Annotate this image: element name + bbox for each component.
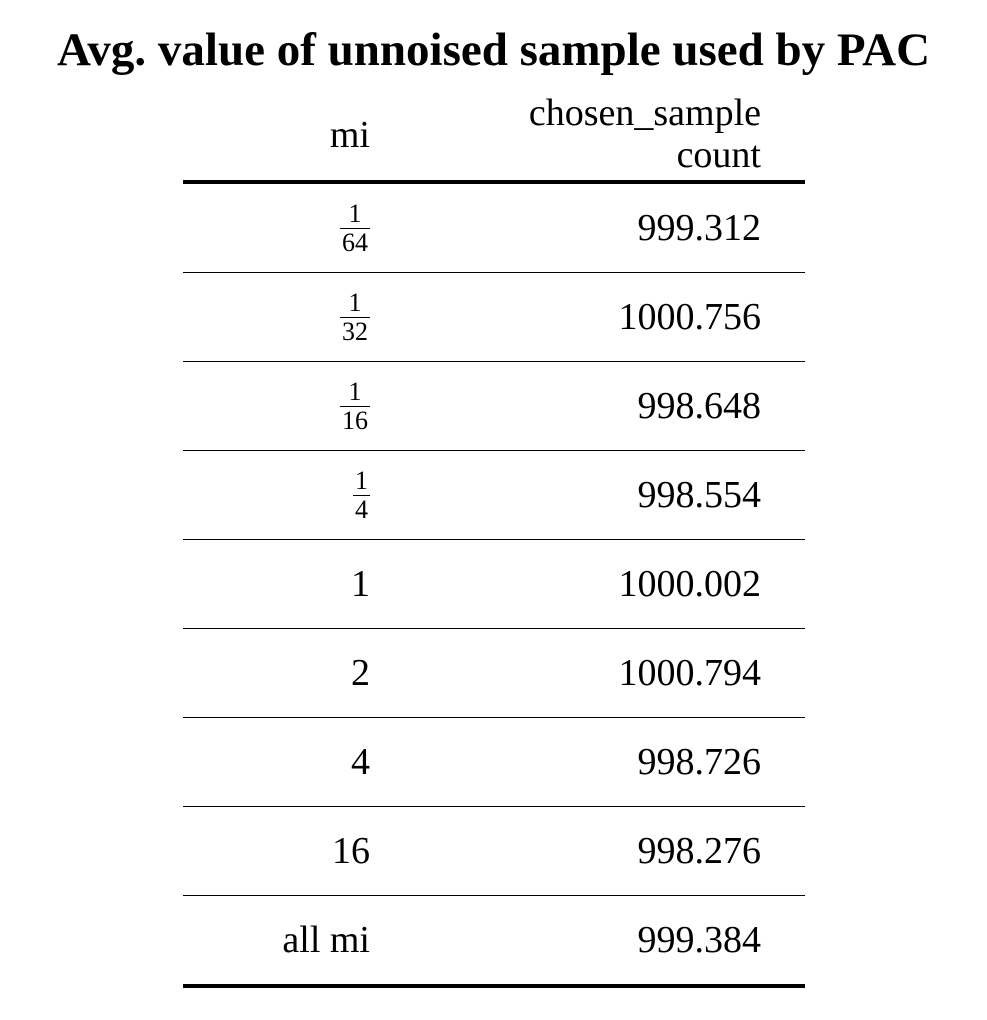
cell-count: 999.384: [637, 919, 762, 961]
fraction-numerator: 1: [355, 465, 368, 495]
cell-count: 1000.002: [618, 563, 762, 605]
cell-mi: 2: [351, 629, 370, 717]
fraction-denominator: 64: [342, 227, 368, 257]
cell-mi: all mi: [282, 896, 370, 984]
fraction-denominator: 4: [355, 494, 368, 524]
cell-mi: 1 64: [340, 184, 370, 272]
table-row: 1 64 999.312: [183, 184, 805, 273]
column-header-count-line1: chosen_sample: [528, 92, 761, 134]
table-row: 1 1000.002: [183, 540, 805, 629]
table-row: 16 998.276: [183, 807, 805, 896]
fraction-denominator: 32: [342, 316, 368, 346]
fraction: 1 32: [340, 287, 370, 346]
cell-count: 999.312: [637, 207, 762, 249]
cell-count: 998.276: [637, 830, 762, 872]
table-row: 1 4 998.554: [183, 451, 805, 540]
cell-count: 998.554: [637, 474, 762, 516]
table-body: 1 64 999.312 1 32 1000.756 1 16 998.648 1 4 998.554…: [183, 184, 805, 988]
table-row: 4 998.726: [183, 718, 805, 807]
column-header-mi: mi: [329, 114, 370, 156]
cell-count: 1000.756: [618, 296, 762, 338]
cell-count: 1000.794: [618, 652, 762, 694]
chart-title: Avg. value of unnoised sample used by PA…: [56, 24, 931, 76]
fraction-numerator: 1: [348, 376, 362, 406]
cell-count: 998.726: [637, 741, 762, 783]
column-header-count: chosen_sample count: [461, 92, 761, 176]
mi-label: 2: [351, 652, 370, 694]
fraction-numerator: 1: [348, 198, 362, 228]
data-table: mi chosen_sample count 1 64 999.312 1 32 1000…: [183, 90, 805, 988]
table-row: 1 16 998.648: [183, 362, 805, 451]
mi-label: 1: [351, 563, 370, 605]
cell-mi: 1: [351, 540, 370, 628]
fraction-numerator: 1: [348, 287, 362, 317]
fraction-bar: [340, 227, 370, 229]
cell-mi: 4: [351, 718, 370, 806]
fraction: 1 16: [340, 376, 370, 435]
fraction-bar: [340, 316, 370, 318]
cell-mi: 1 16: [340, 362, 370, 450]
cell-mi: 1 32: [340, 273, 370, 361]
mi-label: 16: [332, 830, 370, 872]
fraction: 1 64: [340, 198, 370, 257]
cell-mi: 16: [332, 807, 370, 895]
fraction-bar: [353, 494, 370, 496]
table-row: 2 1000.794: [183, 629, 805, 718]
table-row: 1 32 1000.756: [183, 273, 805, 362]
mi-label: all mi: [282, 919, 370, 961]
table-row: all mi 999.384: [183, 896, 805, 988]
fraction-denominator: 16: [342, 405, 368, 435]
table-header: mi chosen_sample count: [183, 90, 805, 184]
cell-count: 998.648: [637, 385, 762, 427]
fraction-bar: [340, 405, 370, 407]
mi-label: 4: [351, 741, 370, 783]
column-header-count-line2: count: [676, 134, 761, 176]
